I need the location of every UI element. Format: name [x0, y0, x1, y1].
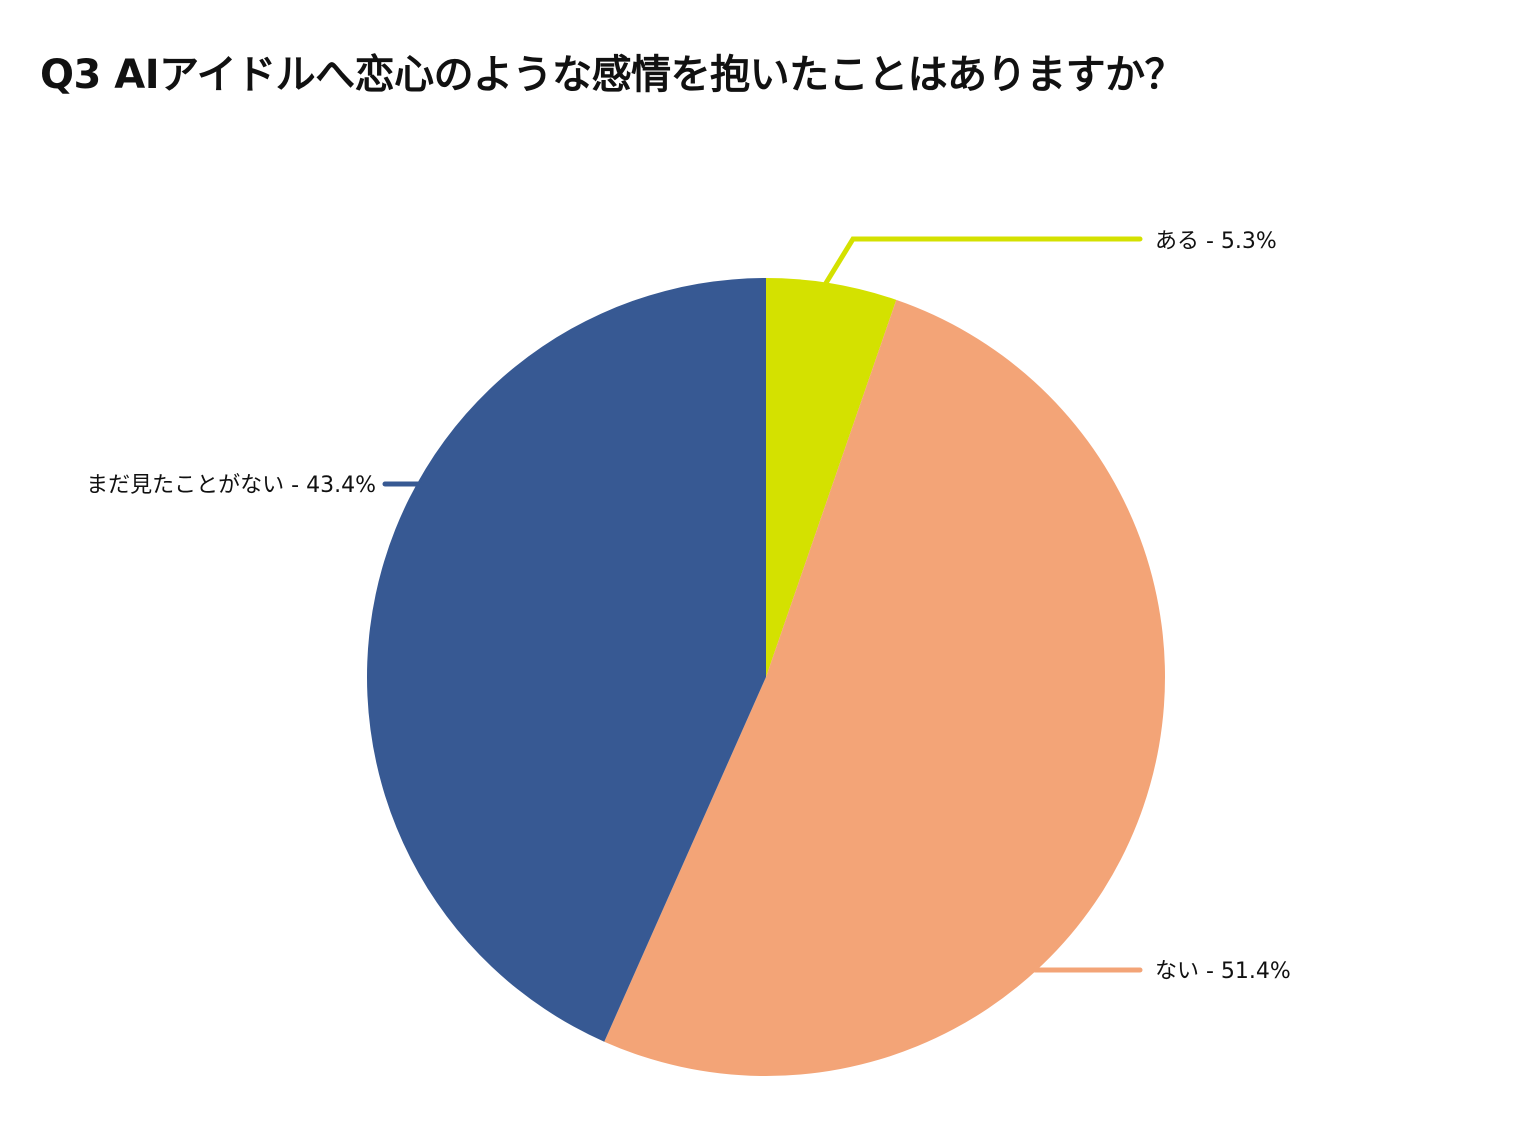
slice-label-aru: ある - 5.3%	[1155, 229, 1277, 254]
slice-nai	[604, 299, 1166, 1076]
chart-title: Q3 AIアイドルへ恋心のような感情を抱いたことはありますか？	[40, 52, 1185, 98]
slice-label-mada: まだ見たことがない - 43.4%	[86, 473, 376, 498]
slice-aru	[766, 278, 897, 677]
leader-line-aru	[823, 236, 1143, 286]
slice-mada	[366, 278, 766, 1042]
slice-label-nai: ない - 51.4%	[1155, 959, 1291, 984]
